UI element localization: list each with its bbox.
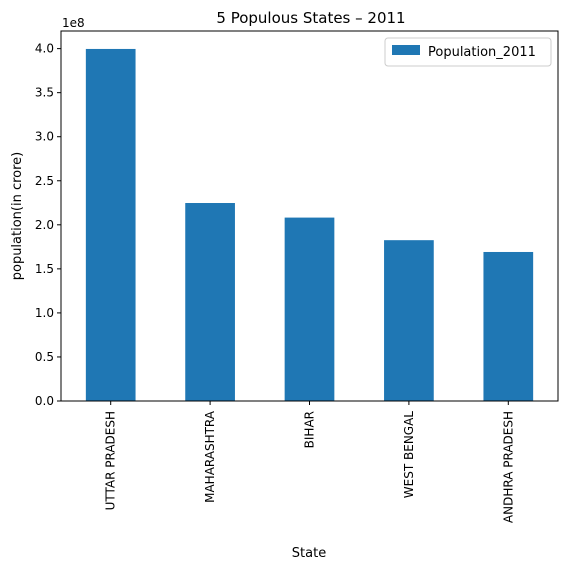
bar-uttar-pradesh (85, 48, 136, 401)
y-tick-label: 2.5 (35, 174, 54, 188)
legend-label: Population_2011 (428, 45, 536, 60)
x-tick-label: BIHAR (303, 411, 317, 448)
y-tick-label: 3.5 (35, 86, 54, 100)
x-tick-label: ANDHRA PRADESH (501, 411, 515, 523)
y-tick-label: 2.0 (35, 218, 54, 232)
x-axis-ticks: UTTAR PRADESH MAHARASHTRA BIHAR WEST BENGAL… (104, 401, 515, 523)
bars-group (85, 48, 534, 401)
y-tick-label: 1.0 (35, 306, 54, 320)
bar-maharashtra (185, 203, 235, 401)
y-axis-ticks: 0.0 0.5 1.0 1.5 2.0 2.5 3.0 3.5 4.0 (35, 42, 61, 408)
y-tick-label: 1.5 (35, 262, 54, 276)
bar-andhra-pradesh (483, 251, 534, 401)
x-axis-label: State (292, 546, 326, 561)
x-tick-label: WEST BENGAL (402, 411, 416, 499)
bar-west-bengal (384, 240, 434, 401)
legend-swatch (392, 45, 420, 55)
plot-frame (60, 30, 559, 402)
y-tick-label: 0.0 (35, 394, 54, 408)
legend-box (384, 37, 552, 67)
x-tick-label: MAHARASHTRA (203, 410, 217, 503)
y-tick-label: 0.5 (35, 350, 54, 364)
bar-bihar (284, 217, 335, 401)
y-tick-label: 4.0 (35, 42, 54, 56)
x-tick-label: UTTAR PRADESH (104, 411, 118, 510)
chart-title: 5 Populous States – 2011 (216, 9, 405, 27)
legend: Population_2011 (384, 37, 552, 67)
y-offset-label: 1e8 (62, 16, 85, 30)
y-tick-label: 3.0 (35, 130, 54, 144)
y-axis-label: population(in crore) (10, 152, 25, 281)
